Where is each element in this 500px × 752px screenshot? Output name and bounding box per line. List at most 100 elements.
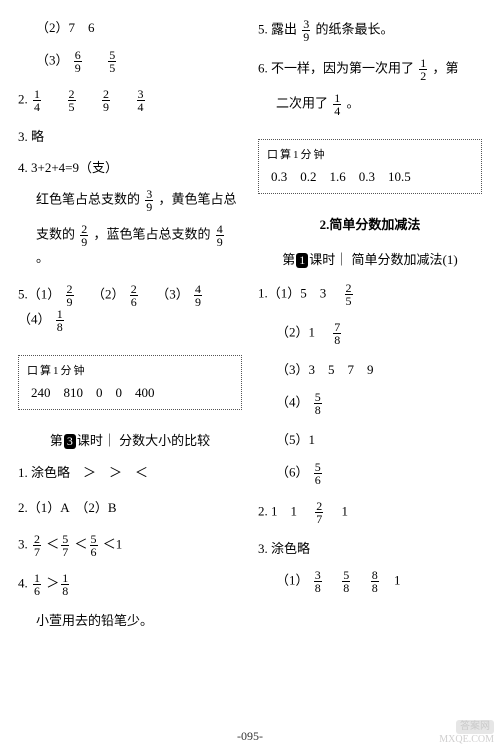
- text-line: 2. 1 1 27 1: [258, 500, 482, 525]
- fraction: 14: [333, 92, 341, 117]
- label: （4）: [276, 394, 309, 409]
- text-line: 红色笔占总支数的 39 ，黄色笔占总: [18, 188, 242, 213]
- text: 6. 不一样，因为第一次用了: [258, 60, 414, 75]
- label: 4.: [18, 575, 28, 590]
- text: 5. 露出: [258, 21, 297, 36]
- fraction: 88: [371, 569, 379, 594]
- text-line: （3） 69 55: [18, 49, 242, 74]
- label: （2）: [92, 287, 125, 302]
- label: 2.: [18, 91, 28, 106]
- fraction: 58: [314, 391, 322, 416]
- text-line: 2. 14 25 29 34: [18, 88, 242, 113]
- text: 第: [50, 433, 63, 448]
- fraction: 49: [194, 283, 202, 308]
- label: 2. 1 1: [258, 503, 310, 518]
- section-title: 第3课时｜ 分数大小的比较: [18, 430, 242, 449]
- label: （3）: [156, 287, 189, 302]
- fraction: 38: [314, 569, 322, 594]
- text-line: （4） 58: [258, 391, 482, 416]
- text-line: 3. 略: [18, 127, 242, 148]
- text-line: （5）1: [258, 430, 482, 451]
- text-line: 3. 涂色略: [258, 539, 482, 560]
- fraction: 49: [216, 223, 224, 248]
- text-line: 1.（1）5 3 25: [258, 282, 482, 307]
- text-line: 2.（1）A （2）B: [18, 498, 242, 519]
- text-line: 6. 不一样，因为第一次用了 12 ，第: [258, 57, 482, 82]
- box-title: 口算1分钟: [267, 146, 327, 162]
- fraction: 56: [314, 461, 322, 486]
- fraction: 27: [33, 533, 41, 558]
- fraction: 39: [302, 18, 310, 43]
- label: 5.（1）: [18, 287, 60, 302]
- text: ，黄色笔占总: [159, 192, 237, 207]
- section-title: 第1课时｜ 简单分数加减法(1): [258, 249, 482, 268]
- text-line: （2）7 6: [18, 18, 242, 39]
- label: （1）: [276, 573, 309, 588]
- label: 1: [329, 503, 349, 518]
- text-line: （6） 56: [258, 461, 482, 486]
- fraction: 34: [137, 88, 145, 113]
- watermark: 答案网 MXQE.COM: [439, 720, 494, 746]
- page: （2）7 6 （3） 69 55 2. 14 25 29 34 3. 略 4. …: [0, 0, 500, 642]
- text: 。: [36, 250, 49, 265]
- fraction: 29: [80, 223, 88, 248]
- label: 3.: [18, 536, 28, 551]
- text-line: （3）3 5 7 9: [258, 360, 482, 381]
- right-column: 5. 露出 39 的纸条最长。 6. 不一样，因为第一次用了 12 ，第 二次用…: [258, 18, 482, 642]
- watermark-logo: 答案网: [456, 720, 494, 734]
- watermark-url: MXQE.COM: [439, 734, 494, 745]
- text-line: 二次用了 14 。: [258, 92, 482, 117]
- page-number: -095-: [0, 729, 500, 744]
- text: 第: [282, 252, 295, 267]
- box-values: 240 810 0 0 400: [27, 382, 233, 401]
- text: ，第: [433, 60, 459, 75]
- text-line: 3. 27 ＜57 ＜56 ＜1: [18, 533, 242, 558]
- fraction: 18: [56, 308, 64, 333]
- mental-math-box: 口算1分钟 240 810 0 0 400: [18, 355, 242, 410]
- text-line: （2）1 78: [258, 321, 482, 346]
- fraction: 78: [333, 321, 341, 346]
- text-line: 支数的 29 ，蓝色笔占总支数的 49 。: [18, 223, 242, 269]
- text: 红色笔占总支数的: [36, 192, 140, 207]
- text: 。: [347, 95, 360, 110]
- label: （6）: [276, 464, 309, 479]
- fraction: 56: [90, 533, 98, 558]
- box-values: 0.3 0.2 1.6 0.3 10.5: [267, 166, 473, 185]
- text-line: 5.（1） 29 （2） 26 （3） 49 （4） 18: [18, 283, 242, 333]
- fraction: 55: [108, 49, 116, 74]
- fraction: 25: [345, 282, 353, 307]
- text-line: （1） 38 58 88 1: [258, 569, 482, 594]
- fraction: 69: [74, 49, 82, 74]
- fraction: 58: [342, 569, 350, 594]
- fraction: 29: [66, 283, 74, 308]
- text-line: 4. 3+2+4=9（支）: [18, 158, 242, 179]
- text-line: 小萱用去的铅笔少。: [18, 611, 242, 632]
- text: ｜ 简单分数加减法(1): [335, 252, 457, 267]
- text: 二次用了: [276, 95, 328, 110]
- badge-icon: 3: [64, 434, 76, 449]
- label: （3）: [36, 52, 69, 67]
- box-title: 口算1分钟: [27, 362, 87, 378]
- text-line: 4. 16 ＞18: [18, 572, 242, 597]
- fraction: 12: [419, 57, 427, 82]
- fraction: 18: [61, 572, 69, 597]
- mental-math-box: 口算1分钟 0.3 0.2 1.6 0.3 10.5: [258, 139, 482, 194]
- text-line: 5. 露出 39 的纸条最长。: [258, 18, 482, 43]
- subsection-title: 2.简单分数加减法: [258, 214, 482, 233]
- text: ，蓝色笔占总支数的: [94, 227, 211, 242]
- fraction: 29: [102, 88, 110, 113]
- text: 支数的: [36, 227, 75, 242]
- text: 课时: [77, 433, 103, 448]
- fraction: 16: [33, 572, 41, 597]
- fraction: 57: [61, 533, 69, 558]
- left-column: （2）7 6 （3） 69 55 2. 14 25 29 34 3. 略 4. …: [18, 18, 242, 642]
- fraction: 39: [145, 188, 153, 213]
- label: （4）: [18, 312, 51, 327]
- label: 1.（1）5 3: [258, 285, 339, 300]
- fraction: 14: [33, 88, 41, 113]
- label: （2）1: [276, 324, 328, 339]
- fraction: 26: [130, 283, 138, 308]
- badge-icon: 1: [296, 253, 308, 268]
- text: 课时: [309, 252, 335, 267]
- text: ｜ 分数大小的比较: [103, 433, 210, 448]
